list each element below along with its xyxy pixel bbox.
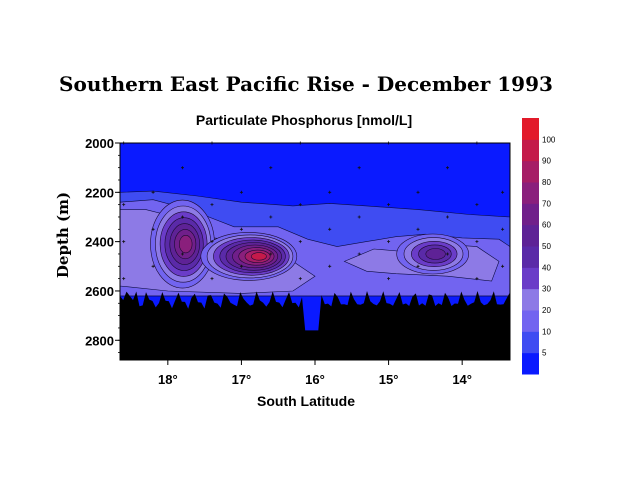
sample-point	[416, 264, 420, 268]
sample-point	[269, 252, 273, 256]
x-tick-label: 17°	[232, 372, 252, 387]
x-tick-label: 14°	[452, 372, 472, 387]
x-axis-label: South Latitude	[257, 393, 355, 409]
y-axis-label: Depth (m)	[54, 192, 72, 278]
sample-point	[446, 166, 449, 170]
colorbar-label: 80	[542, 178, 551, 187]
sample-point	[357, 166, 361, 170]
sample-point	[328, 264, 332, 268]
seafloor	[120, 291, 510, 360]
colorbar-label: 40	[542, 263, 551, 272]
colorbar-swatch	[522, 246, 539, 268]
colorbar-label: 20	[542, 306, 551, 315]
sample-point	[298, 203, 302, 207]
colorbar-swatch	[522, 182, 539, 204]
colorbar-label: 50	[542, 242, 551, 251]
sample-point	[239, 190, 243, 194]
sample-point	[501, 190, 505, 194]
sample-point	[387, 240, 391, 244]
colorbar-swatch	[522, 118, 539, 140]
contour-layers	[119, 190, 511, 297]
colorbar-label: 30	[542, 285, 551, 294]
x-tick-label: 16°	[305, 372, 325, 387]
sample-point	[475, 277, 479, 281]
sample-point	[210, 240, 214, 244]
sample-point	[181, 252, 184, 256]
chart-subtitle: Particulate Phosphorus [nmol/L]	[196, 112, 412, 128]
colorbar-swatch	[522, 352, 539, 375]
sample-point	[357, 252, 361, 256]
sample-point	[239, 264, 243, 268]
y-tick-label: 2400	[85, 235, 114, 250]
colorbar-label: 60	[542, 221, 551, 230]
sample-point	[328, 190, 332, 194]
x-axis: 18° 17° 16° 15° 14°	[158, 360, 472, 387]
colorbar-label: 5	[542, 349, 547, 358]
colorbar-swatch	[522, 331, 539, 354]
colorbar-label: 100	[542, 135, 556, 144]
sample-points	[122, 141, 505, 281]
y-tick-label: 2800	[85, 333, 114, 348]
colorbar: 5 10 20 30 40 50 60 70 80 90 100	[522, 118, 556, 375]
sample-point	[416, 190, 420, 194]
sample-point	[122, 277, 126, 281]
sample-point	[181, 166, 184, 170]
sample-point	[210, 203, 214, 207]
chart-title: Southern East Pacific Rise - December 19…	[59, 72, 553, 96]
sample-point	[269, 166, 273, 170]
sample-point	[501, 264, 505, 268]
y-tick-label: 2200	[85, 185, 114, 200]
sample-point	[501, 227, 505, 231]
sample-point	[387, 277, 391, 281]
colorbar-label: 10	[542, 327, 551, 336]
colorbar-label: 70	[542, 199, 551, 208]
contour-band	[250, 252, 267, 261]
sample-point	[151, 264, 155, 268]
colorbar-swatch	[522, 224, 539, 247]
sample-point	[269, 215, 273, 219]
sample-point	[210, 277, 214, 281]
sample-point	[151, 227, 155, 231]
sample-point	[475, 240, 479, 244]
colorbar-swatch	[522, 267, 539, 290]
y-tick-label: 2600	[85, 284, 114, 299]
plot-area	[119, 141, 511, 361]
colorbar-swatch	[522, 288, 539, 311]
y-tick-label: 2000	[85, 136, 114, 151]
x-tick-label: 15°	[379, 372, 399, 387]
x-tick-label: 18°	[158, 372, 178, 387]
sample-point	[446, 252, 449, 256]
sample-point	[122, 203, 126, 207]
colorbar-swatch	[522, 203, 539, 226]
sample-point	[298, 277, 302, 281]
sample-point	[298, 240, 302, 244]
contour-band	[179, 235, 193, 254]
sample-point	[416, 227, 420, 231]
sample-point	[151, 190, 155, 194]
contour-band	[425, 248, 446, 260]
colorbar-label: 90	[542, 157, 551, 166]
sample-point	[328, 227, 332, 231]
colorbar-swatch	[522, 139, 539, 162]
sample-point	[475, 203, 479, 207]
sample-point	[387, 203, 391, 207]
colorbar-swatch	[522, 160, 539, 183]
sample-point	[181, 215, 184, 219]
sample-point	[446, 215, 449, 219]
sample-point	[357, 215, 361, 219]
colorbar-swatch	[522, 310, 539, 332]
sample-point	[239, 227, 243, 231]
sample-point	[122, 240, 126, 244]
y-axis: 2000 2200 2400 2600 2800	[85, 136, 120, 354]
